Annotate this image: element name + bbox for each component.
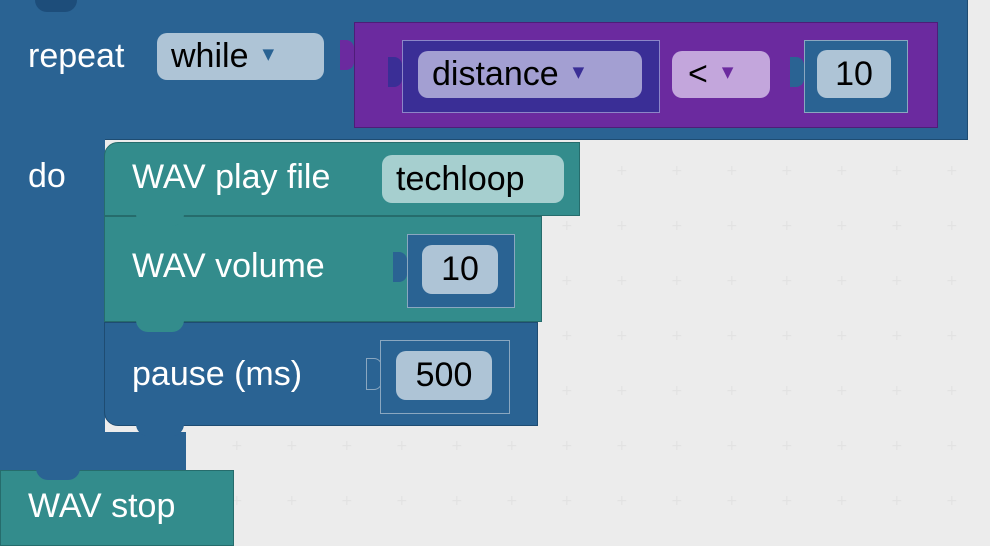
- grid-mark: +: [891, 383, 903, 399]
- grid-mark: +: [891, 218, 903, 234]
- grid-mark: +: [946, 273, 958, 289]
- grid-mark: +: [561, 383, 573, 399]
- grid-mark: +: [671, 438, 683, 454]
- grid-mark: +: [946, 218, 958, 234]
- grid-mark: +: [671, 383, 683, 399]
- grid-mark: +: [616, 438, 628, 454]
- grid-mark: +: [506, 438, 518, 454]
- pause-ms-value: 500: [415, 356, 473, 394]
- wav-volume-field[interactable]: 10: [422, 245, 498, 294]
- grid-mark: +: [671, 328, 683, 344]
- operator-value: <: [688, 55, 708, 93]
- grid-mark: +: [671, 218, 683, 234]
- grid-mark: +: [891, 438, 903, 454]
- grid-mark: +: [781, 273, 793, 289]
- grid-mark: +: [781, 163, 793, 179]
- variable-name: distance: [432, 55, 559, 93]
- grid-mark: +: [726, 438, 738, 454]
- grid-mark: +: [836, 273, 848, 289]
- pause-label: pause (ms): [132, 355, 303, 393]
- grid-mark: +: [341, 438, 353, 454]
- grid-mark: +: [616, 328, 628, 344]
- grid-mark: +: [781, 493, 793, 509]
- grid-mark: +: [231, 493, 243, 509]
- grid-mark: +: [781, 218, 793, 234]
- grid-mark: +: [561, 328, 573, 344]
- variable-dropdown[interactable]: distance ▼: [418, 51, 642, 98]
- grid-mark: +: [726, 383, 738, 399]
- grid-mark: +: [726, 493, 738, 509]
- grid-mark: +: [836, 163, 848, 179]
- grid-mark: +: [341, 493, 353, 509]
- grid-mark: +: [396, 438, 408, 454]
- grid-mark: +: [946, 328, 958, 344]
- grid-mark: +: [836, 383, 848, 399]
- wav-file-name-value: techloop: [396, 160, 525, 198]
- wav-volume-value: 10: [441, 250, 479, 288]
- wav-volume-label: WAV volume: [132, 247, 325, 285]
- grid-mark: +: [891, 493, 903, 509]
- grid-mark: +: [781, 328, 793, 344]
- grid-mark: +: [451, 493, 463, 509]
- grid-mark: +: [561, 273, 573, 289]
- grid-mark: +: [616, 273, 628, 289]
- grid-mark: +: [616, 163, 628, 179]
- grid-mark: +: [836, 218, 848, 234]
- grid-mark: +: [286, 438, 298, 454]
- grid-mark: +: [561, 438, 573, 454]
- grid-mark: +: [726, 163, 738, 179]
- do-label: do: [28, 157, 66, 195]
- pause-ms-field[interactable]: 500: [396, 351, 492, 400]
- chevron-down-icon: ▼: [262, 45, 275, 64]
- grid-mark: +: [671, 493, 683, 509]
- grid-mark: +: [616, 383, 628, 399]
- grid-mark: +: [671, 163, 683, 179]
- grid-mark: +: [286, 493, 298, 509]
- grid-mark: +: [891, 328, 903, 344]
- grid-mark: +: [836, 438, 848, 454]
- grid-mark: +: [946, 383, 958, 399]
- compare-number-field[interactable]: 10: [817, 50, 891, 98]
- repeat-mode-value: while: [171, 37, 249, 75]
- grid-mark: +: [561, 218, 573, 234]
- chevron-down-icon: ▼: [572, 63, 585, 82]
- operator-dropdown[interactable]: < ▼: [672, 51, 770, 98]
- grid-mark: +: [836, 493, 848, 509]
- grid-mark: +: [506, 493, 518, 509]
- repeat-mode-dropdown[interactable]: while ▼: [157, 33, 324, 80]
- chevron-down-icon: ▼: [721, 63, 734, 82]
- repeat-keyword: repeat: [28, 37, 125, 75]
- grid-mark: +: [781, 383, 793, 399]
- grid-mark: +: [726, 328, 738, 344]
- grid-mark: +: [946, 493, 958, 509]
- grid-mark: +: [231, 438, 243, 454]
- wav-stop-label: WAV stop: [28, 487, 176, 525]
- grid-mark: +: [836, 328, 848, 344]
- grid-mark: +: [891, 163, 903, 179]
- grid-mark: +: [396, 493, 408, 509]
- grid-mark: +: [726, 218, 738, 234]
- grid-mark: +: [616, 218, 628, 234]
- grid-mark: +: [616, 493, 628, 509]
- wav-play-file-label: WAV play file: [132, 158, 331, 196]
- grid-mark: +: [451, 438, 463, 454]
- grid-mark: +: [671, 273, 683, 289]
- grid-mark: +: [726, 273, 738, 289]
- wav-file-name-field[interactable]: techloop: [382, 155, 564, 203]
- grid-mark: +: [946, 163, 958, 179]
- grid-mark: +: [781, 438, 793, 454]
- grid-mark: +: [561, 493, 573, 509]
- compare-number-value: 10: [835, 55, 873, 93]
- grid-mark: +: [891, 273, 903, 289]
- grid-mark: +: [946, 438, 958, 454]
